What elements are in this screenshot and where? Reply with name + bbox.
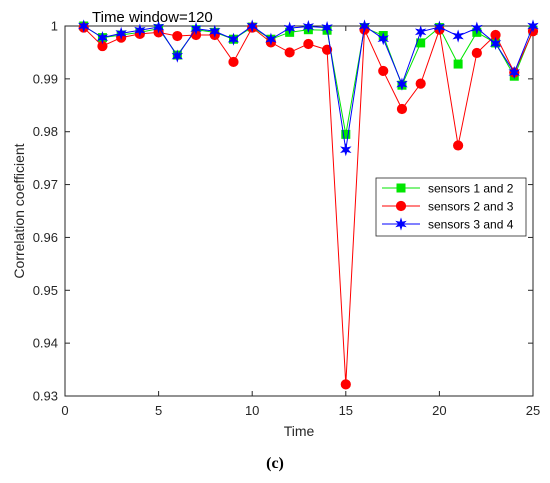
data-point [152,20,165,34]
data-point [246,19,258,33]
legend-marker [396,183,406,193]
legend: sensors 1 and 2 sensors 2 and 3 sensors 3 … [375,177,527,237]
y-tick-label: 0.94 [33,336,58,351]
series-3 [78,19,539,157]
data-point [377,32,389,46]
plot-area [64,25,534,397]
data-point [340,143,352,157]
data-point [340,379,351,390]
y-tick-label: 0.96 [33,230,58,245]
data-point [321,44,333,55]
data-point [453,140,464,151]
y-axis: 0.93 0.94 0.95 0.96 0.97 0.98 0.99 1 [33,19,533,404]
x-tick-label: 10 [245,403,259,418]
chart-title: Time window=120 [92,9,213,26]
data-point [321,21,333,35]
x-axis-label: Time [284,423,315,439]
y-axis-label: Correlation coefficient [11,143,27,278]
data-point [414,25,427,39]
data-point [396,77,408,91]
data-point [415,78,426,89]
y-tick-label: 0.93 [33,389,58,404]
data-point [378,65,389,77]
data-point [228,56,239,68]
data-point [453,59,463,69]
data-point [527,19,539,33]
data-point [78,19,90,33]
y-tick-label: 0.99 [33,71,58,86]
data-point [396,103,408,115]
x-axis: 0 5 10 15 20 25 [61,26,540,418]
series-layer [78,19,539,390]
data-point [265,32,277,46]
data-point [96,31,109,45]
legend-marker [395,200,407,212]
legend-marker [395,217,407,231]
data-point [489,36,502,51]
data-point [471,47,482,59]
chart: 0.93 0.94 0.95 0.96 0.97 0.98 0.99 1 0 5 10 15 20 25… [11,9,540,439]
x-tick-label: 25 [526,403,540,418]
x-tick-label: 0 [61,403,68,418]
data-point [190,22,202,36]
figure-caption: (c) [266,455,284,472]
data-point [172,30,183,42]
data-point [303,38,314,50]
legend-item: sensors 2 and 3 [382,200,514,214]
legend-label: sensors 3 and 4 [428,218,514,232]
data-point [283,21,296,35]
data-point [358,19,371,33]
data-point [134,23,146,37]
x-tick-label: 20 [432,403,446,418]
data-point [171,49,184,63]
legend-item: sensors 3 and 4 [382,217,514,232]
y-tick-label: 0.98 [33,124,58,139]
data-point [209,24,221,38]
legend-label: sensors 2 and 3 [428,200,514,214]
data-point [227,32,240,46]
data-point [433,20,446,34]
data-point [115,26,127,40]
x-tick-label: 15 [339,403,353,418]
legend-label: sensors 1 and 2 [428,182,514,196]
data-point [452,29,464,43]
legend-item: sensors 1 and 2 [382,182,514,196]
x-tick-label: 5 [155,403,162,418]
data-point [284,47,295,58]
y-tick-label: 1 [51,19,58,34]
data-point [508,65,520,80]
data-point [471,21,483,35]
y-tick-label: 0.95 [33,283,58,298]
y-tick-label: 0.97 [33,177,58,192]
data-point [302,19,315,34]
data-point [341,129,351,139]
